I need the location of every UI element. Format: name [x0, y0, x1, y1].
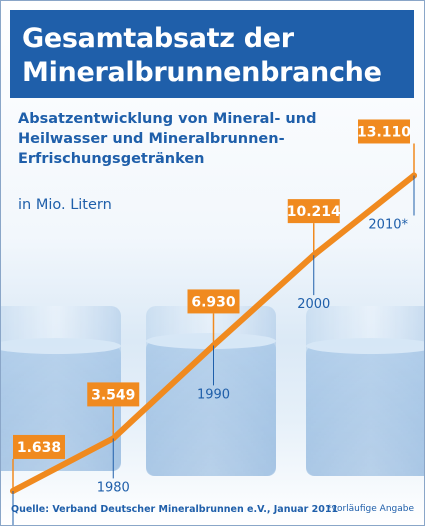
value-label: 3.549 [91, 387, 135, 403]
value-label-box [358, 119, 410, 144]
source-note: Quelle: Verband Deutscher Mineralbrunnen… [11, 504, 339, 515]
value-label-box [287, 199, 340, 224]
value-label: 13.110 [357, 124, 411, 140]
value-label-box [87, 382, 140, 407]
x-tick-label: 2010* [368, 217, 408, 232]
footnote: *vorläufige Angabe [327, 504, 414, 514]
value-label: 6.930 [191, 294, 236, 310]
title-banner: Gesamtabsatz der Mineralbrunnenbranche [10, 10, 414, 98]
chart-title: Gesamtabsatz der Mineralbrunnenbranche [22, 23, 382, 88]
value-label: 10.214 [287, 204, 341, 220]
x-tick-label: 1990 [197, 387, 230, 402]
value-label: 1.638 [17, 440, 61, 456]
unit-label: in Mio. Litern [18, 197, 112, 213]
x-tick-label: 1980 [97, 480, 130, 495]
value-label-box [187, 289, 240, 314]
chart-subtitle: Absatzentwicklung von Mineral- und Heilw… [18, 111, 317, 167]
value-label-box [13, 434, 65, 459]
x-tick-label: 2000 [297, 297, 330, 312]
